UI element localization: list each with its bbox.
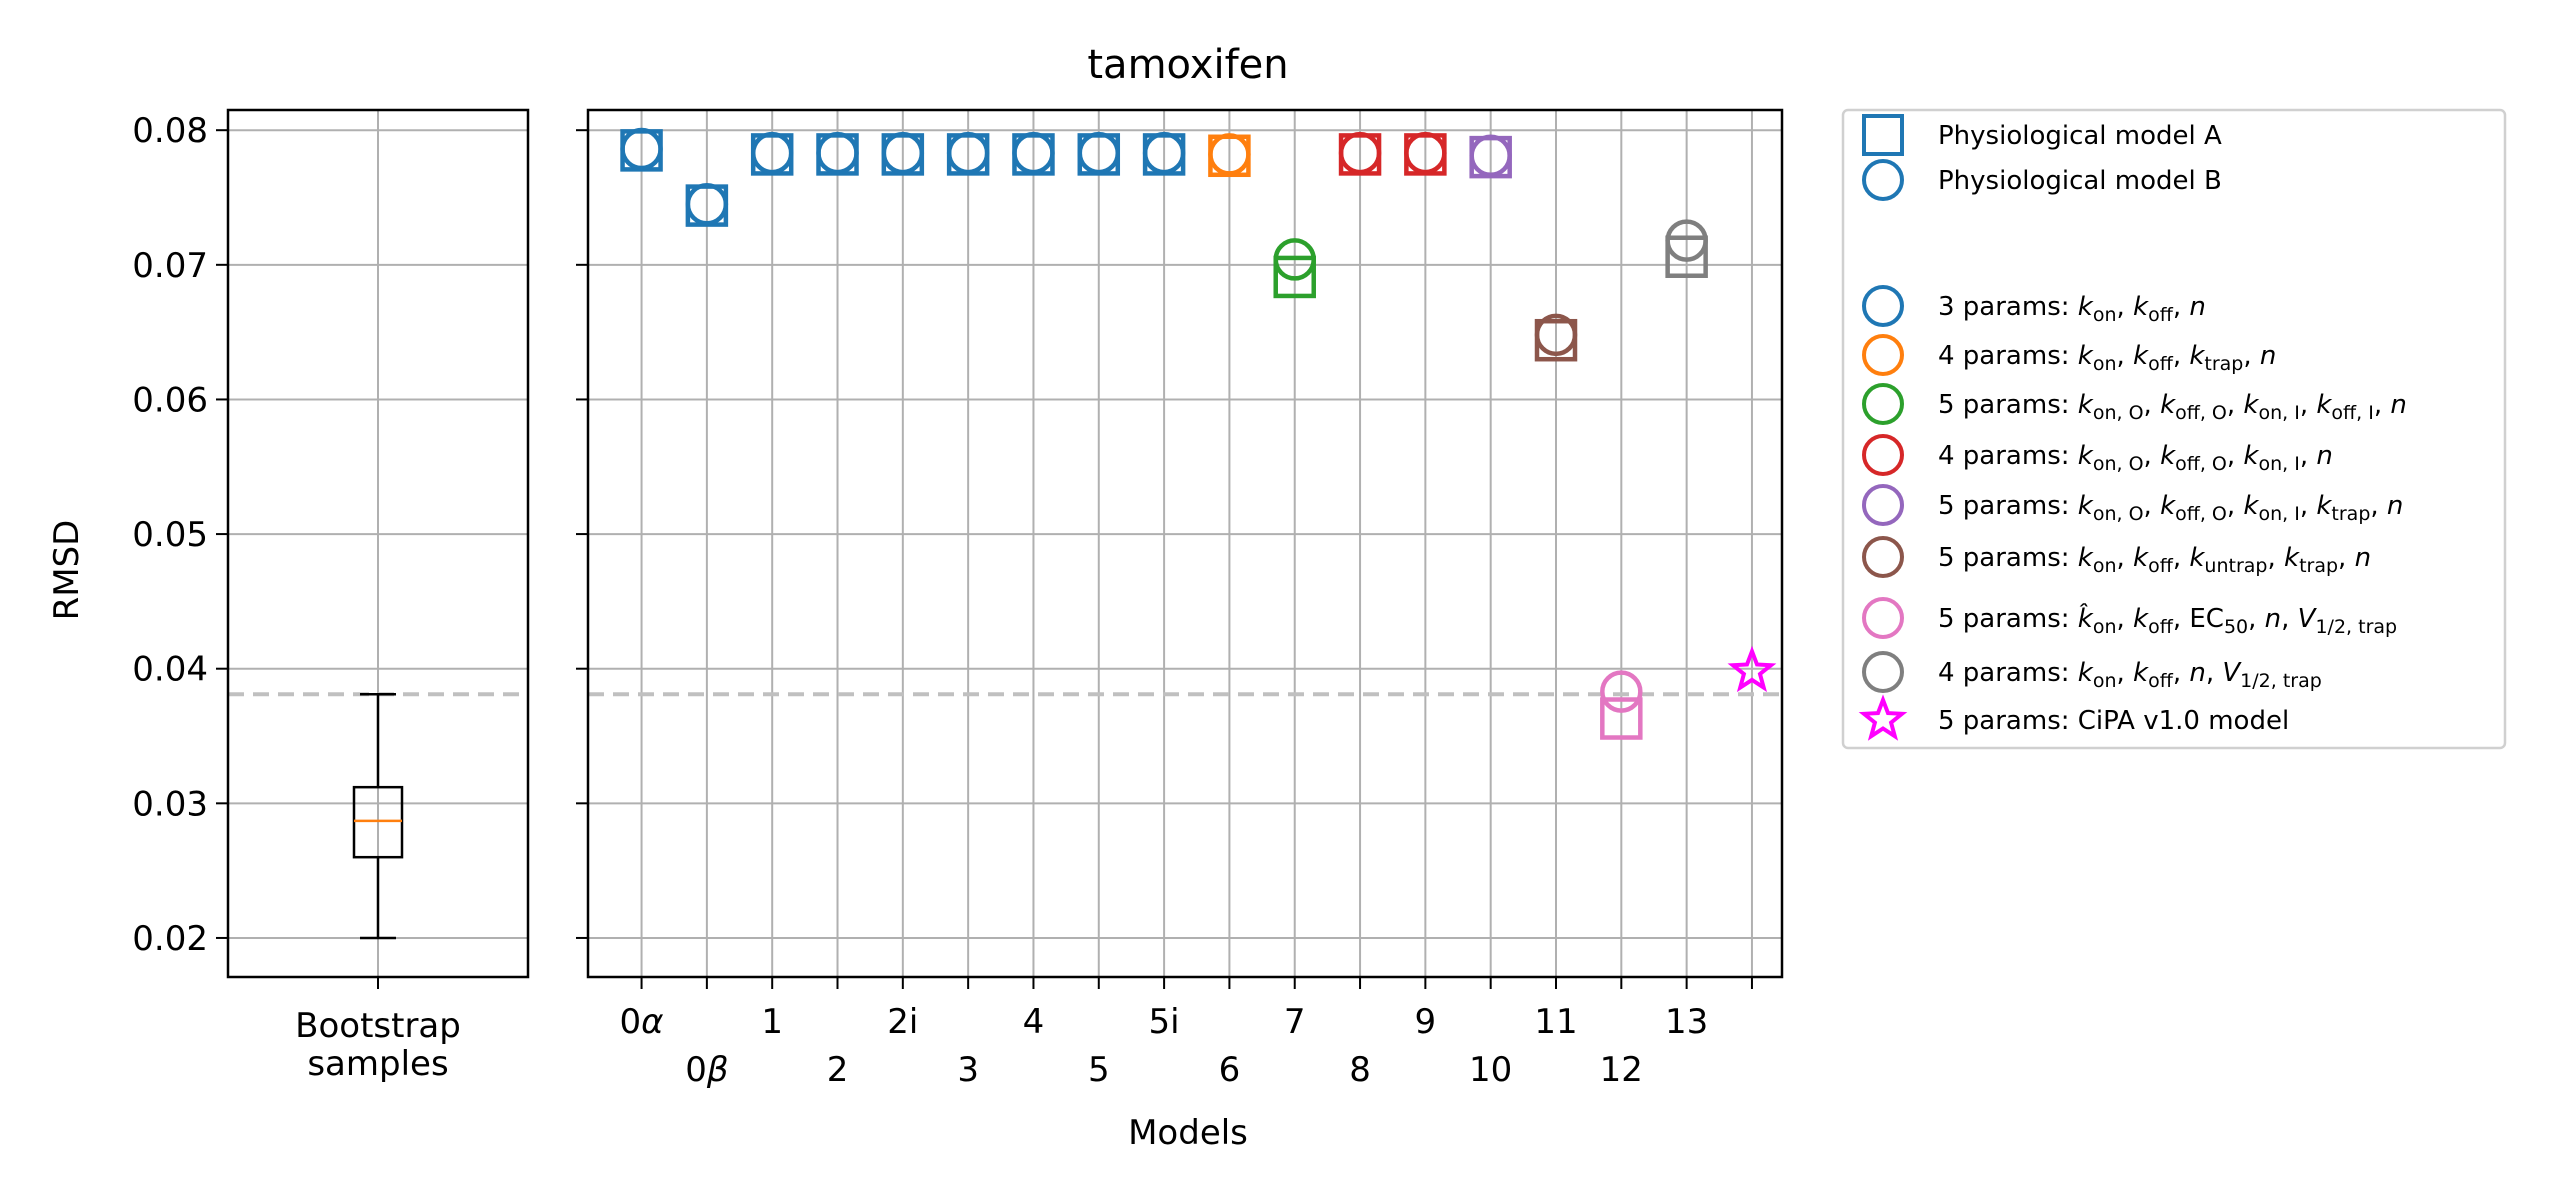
legend-label: 5 params: kon, O, koff, O, kon, I, ktrap…: [1938, 491, 2403, 525]
y-tick-label: 0.06: [132, 380, 208, 420]
legend-circle-marker: [1862, 651, 1904, 693]
legend-square-marker: [1862, 114, 1904, 156]
legend-label: Physiological model B: [1938, 166, 2222, 196]
x-tick-label: 6: [1219, 1050, 1241, 1090]
model-b-circle-marker: [1534, 313, 1578, 357]
x-tick-label: 7: [1284, 1002, 1306, 1042]
x-tick-label: 0α: [620, 1002, 664, 1042]
legend-label: Physiological model A: [1938, 121, 2222, 151]
legend-label: 4 params: kon, koff, ktrap, n: [1938, 341, 2276, 375]
legend-label: 5 params: kon, koff, kuntrap, ktrap, n: [1938, 543, 2371, 577]
model-a-square-marker: [1273, 255, 1316, 299]
x-tick-label: Bootstrap: [295, 1006, 461, 1046]
x-tick-label: 1: [761, 1002, 783, 1042]
panel-frame: [586, 108, 1784, 979]
model-b-circle-marker: [1077, 131, 1121, 175]
x-tick-label: 13: [1665, 1002, 1708, 1042]
legend-frame: [1841, 108, 2507, 750]
model-b-circle-marker: [1208, 133, 1251, 176]
model-b-circle-marker: [1012, 131, 1055, 175]
legend-circle-marker: [1862, 484, 1904, 526]
legend-circle-marker: [1862, 434, 1904, 476]
legend-label: 5 params: k̂on, koff, EC50, n, V1/2, tra…: [1938, 602, 2397, 638]
model-b-circle-marker: [1469, 134, 1512, 178]
model-b-circle-marker: [1665, 219, 1708, 262]
model-b-circle-marker: [881, 131, 925, 175]
model-b-circle-marker: [1273, 238, 1316, 281]
chart-title: tamoxifen: [1087, 42, 1288, 88]
x-tick-label: 12: [1600, 1050, 1643, 1090]
model-b-circle-marker: [750, 131, 794, 175]
x-tick-label: 5i: [1149, 1002, 1180, 1042]
y-axis-label: RMSD: [47, 520, 87, 621]
y-tick-label: 0.07: [132, 246, 208, 286]
legend-label: 5 params: CiPA v1.0 model: [1938, 706, 2289, 736]
panel-frame: [226, 108, 530, 979]
model-b-circle-marker: [946, 131, 990, 175]
x-tick-label: 8: [1349, 1050, 1371, 1090]
bootstrap-panel: 0.02 0.03 0.04 0.05 0.06 0.07 0.08 Bootstrapsam…: [132, 108, 530, 1084]
y-tick-label: 0.05: [132, 515, 208, 555]
x-tick-label: 0β: [685, 1050, 728, 1090]
model-a-square-marker: [1600, 697, 1643, 740]
legend-circle-marker: [1862, 536, 1904, 578]
legend-star-marker: [1858, 694, 1908, 741]
legend-label: 4 params: kon, O, koff, O, kon, I, n: [1938, 441, 2333, 475]
y-tick-label: 0.04: [132, 650, 208, 690]
y-tick-label: 0.03: [132, 784, 208, 824]
box-iqr: [352, 785, 404, 859]
legend-circle-marker: [1862, 597, 1904, 639]
y-tick-label: 0.02: [132, 919, 208, 959]
legend-label: 4 params: kon, koff, n, V1/2, trap: [1938, 658, 2322, 692]
model-b-circle-marker: [685, 182, 729, 226]
x-tick-label: 10: [1469, 1050, 1512, 1090]
x-tick-label: 4: [1023, 1002, 1045, 1042]
x-tick-label: 2i: [887, 1002, 918, 1042]
x-axis-label: Models: [1128, 1113, 1248, 1153]
legend-circle-marker: [1862, 285, 1904, 327]
x-tick-label: 9: [1415, 1002, 1437, 1042]
model-b-circle-marker: [1142, 131, 1186, 175]
y-tick-label: 0.08: [132, 111, 208, 151]
legend: Physiological model A Physiological model…: [1841, 108, 2507, 750]
model-b-circle-marker: [1600, 670, 1643, 713]
legend-label: 5 params: kon, O, koff, O, kon, I, koff,…: [1938, 390, 2407, 424]
x-tick-label: 2: [827, 1050, 849, 1090]
model-b-circle-marker: [816, 131, 859, 175]
model-b-circle-marker: [620, 127, 663, 171]
x-tick-label: 5: [1088, 1050, 1110, 1090]
model-b-circle-marker: [1338, 131, 1382, 175]
x-tick-label: samples: [307, 1044, 448, 1084]
cipa-star-marker: [1727, 645, 1777, 693]
x-tick-label: 3: [957, 1050, 979, 1090]
model-b-circle-marker: [1404, 131, 1447, 175]
legend-circle-marker: [1862, 159, 1904, 201]
model-a-square-marker: [1665, 235, 1708, 278]
legend-circle-marker: [1862, 334, 1904, 376]
legend-label: 3 params: kon, koff, n: [1938, 292, 2206, 326]
legend-circle-marker: [1862, 383, 1904, 425]
x-tick-label: 11: [1534, 1002, 1577, 1042]
